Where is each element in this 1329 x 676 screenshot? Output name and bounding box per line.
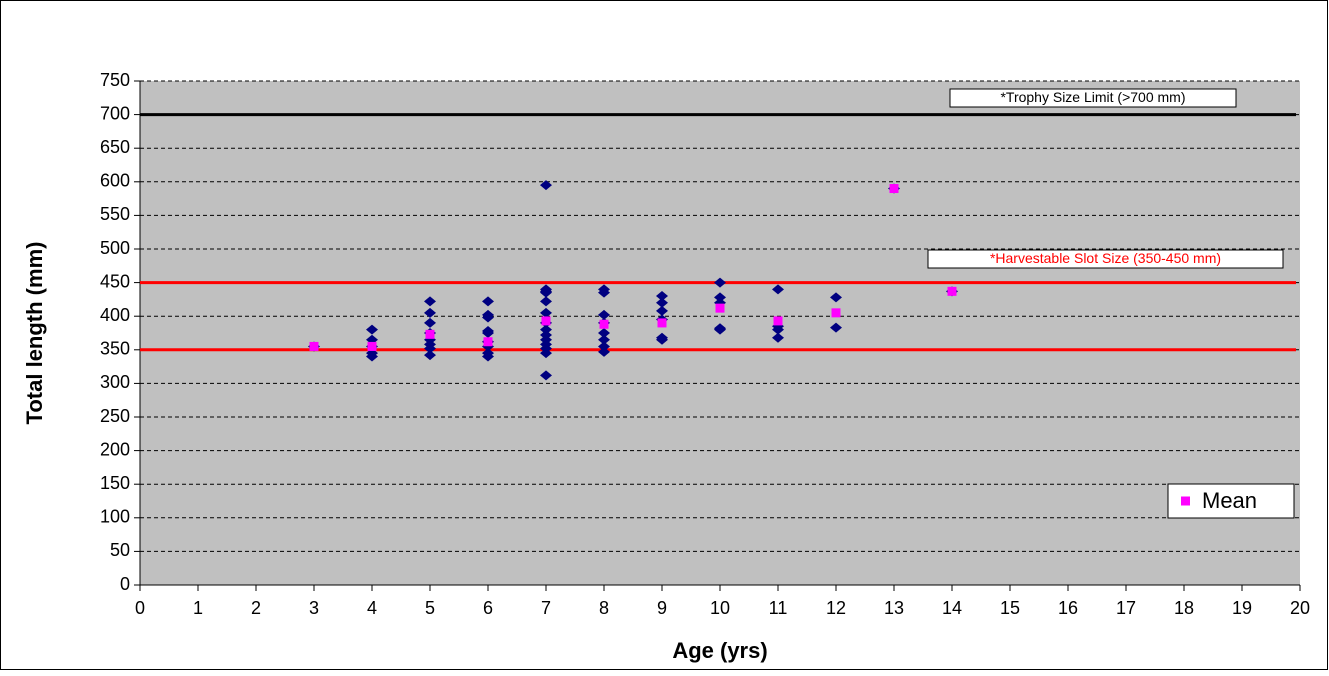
data-point bbox=[482, 328, 494, 338]
y-tick-label: 0 bbox=[120, 574, 130, 594]
y-tick-label: 400 bbox=[100, 305, 130, 325]
legend-swatch bbox=[1181, 496, 1190, 506]
data-point bbox=[540, 296, 552, 307]
annotation-box bbox=[949, 88, 1237, 108]
annotation: *Trophy Size Limit (>700 mm) bbox=[1000, 89, 1185, 105]
data-point bbox=[424, 296, 436, 307]
x-tick-label: 12 bbox=[826, 598, 846, 618]
mean-marker bbox=[831, 308, 841, 318]
mean-marker bbox=[715, 303, 725, 313]
y-tick-label: 600 bbox=[100, 171, 130, 191]
mean-marker bbox=[599, 319, 609, 329]
y-tick-label: 200 bbox=[100, 439, 130, 459]
data-point bbox=[424, 307, 436, 318]
data-point bbox=[714, 324, 726, 335]
x-tick-label: 6 bbox=[483, 598, 493, 618]
mean-marker bbox=[367, 341, 377, 351]
data-point bbox=[482, 351, 494, 362]
x-tick-label: 8 bbox=[599, 598, 609, 618]
x-tick-label: 9 bbox=[657, 598, 667, 618]
data-point bbox=[424, 317, 436, 328]
y-tick-label: 300 bbox=[100, 372, 130, 392]
mean-marker bbox=[889, 184, 899, 194]
data-point bbox=[598, 346, 610, 357]
x-tick-label: 2 bbox=[251, 598, 261, 618]
y-axis-title: Total length (mm) bbox=[22, 242, 47, 425]
x-tick-label: 7 bbox=[541, 598, 551, 618]
data-point bbox=[424, 350, 436, 361]
data-point bbox=[772, 284, 784, 295]
data-point bbox=[772, 324, 784, 335]
data-point bbox=[540, 324, 552, 335]
data-point bbox=[598, 328, 610, 338]
data-point bbox=[714, 277, 726, 288]
data-point bbox=[656, 334, 668, 345]
y-tick-label: 150 bbox=[100, 473, 130, 493]
y-tick-label: 100 bbox=[100, 507, 130, 527]
data-point bbox=[366, 351, 378, 362]
data-point bbox=[598, 287, 610, 298]
data-point bbox=[656, 305, 668, 316]
x-tick-label: 10 bbox=[710, 598, 730, 618]
y-tick-label: 350 bbox=[100, 339, 130, 359]
y-tick-label: 50 bbox=[110, 540, 130, 560]
x-axis-title: Age (yrs) bbox=[672, 638, 767, 663]
x-tick-label: 16 bbox=[1058, 598, 1078, 618]
y-tick-label: 450 bbox=[100, 271, 130, 291]
annotation-box bbox=[927, 249, 1284, 269]
legend-label: Mean bbox=[1202, 488, 1257, 513]
x-tick-label: 20 bbox=[1290, 598, 1310, 618]
x-tick-label: 13 bbox=[884, 598, 904, 618]
data-point bbox=[540, 370, 552, 381]
y-tick-label: 500 bbox=[100, 238, 130, 258]
annotation: *Harvestable Slot Size (350-450 mm) bbox=[990, 250, 1221, 266]
legend-box bbox=[1167, 483, 1295, 519]
data-point bbox=[656, 297, 668, 308]
x-tick-label: 15 bbox=[1000, 598, 1020, 618]
mean-marker bbox=[483, 337, 493, 347]
x-tick-label: 1 bbox=[193, 598, 203, 618]
x-tick-label: 4 bbox=[367, 598, 377, 618]
mean-marker bbox=[425, 329, 435, 339]
mean-marker bbox=[773, 316, 783, 326]
x-tick-label: 18 bbox=[1174, 598, 1194, 618]
mean-marker bbox=[309, 341, 319, 351]
data-point bbox=[366, 324, 378, 335]
data-point bbox=[540, 348, 552, 359]
x-tick-label: 17 bbox=[1116, 598, 1136, 618]
data-point bbox=[540, 287, 552, 298]
data-point bbox=[598, 334, 610, 345]
y-tick-label: 700 bbox=[100, 103, 130, 123]
mean-marker bbox=[947, 286, 957, 296]
x-tick-label: 11 bbox=[769, 598, 788, 618]
data-point bbox=[772, 332, 784, 343]
x-tick-label: 19 bbox=[1232, 598, 1252, 618]
x-tick-label: 14 bbox=[942, 598, 962, 618]
data-point bbox=[424, 343, 436, 354]
data-point bbox=[482, 296, 494, 307]
data-point bbox=[482, 312, 494, 323]
data-point bbox=[598, 341, 610, 352]
x-tick-label: 0 bbox=[135, 598, 145, 618]
x-tick-label: 3 bbox=[309, 598, 319, 618]
data-point bbox=[714, 292, 726, 303]
y-tick-label: 750 bbox=[100, 70, 130, 90]
y-tick-label: 650 bbox=[100, 137, 130, 157]
y-tick-label: 550 bbox=[100, 204, 130, 224]
data-point bbox=[540, 180, 552, 191]
mean-marker bbox=[541, 316, 551, 326]
data-point bbox=[540, 307, 552, 318]
x-tick-label: 5 bbox=[425, 598, 435, 618]
data-point bbox=[830, 322, 842, 333]
mean-marker bbox=[657, 318, 667, 328]
data-point bbox=[598, 309, 610, 320]
data-point bbox=[830, 292, 842, 303]
data-point bbox=[656, 291, 668, 302]
y-tick-label: 250 bbox=[100, 406, 130, 426]
